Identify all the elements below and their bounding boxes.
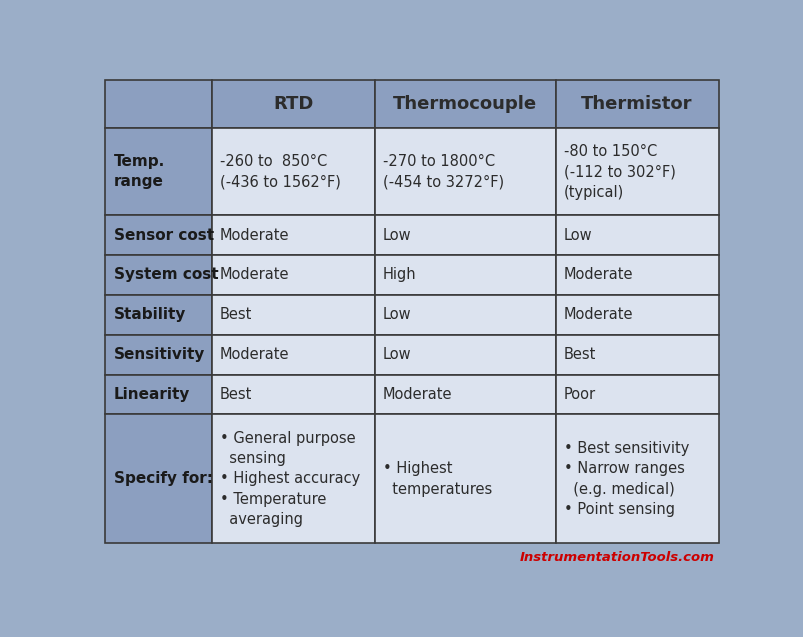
Text: Low: Low	[382, 227, 411, 243]
Bar	[555, 295, 718, 334]
Text: Poor: Poor	[563, 387, 595, 402]
Bar	[105, 295, 212, 334]
Bar	[555, 415, 718, 543]
Text: • Best sensitivity
• Narrow ranges
  (e.g. medical)
• Point sensing: • Best sensitivity • Narrow ranges (e.g.…	[563, 441, 688, 517]
Text: -260 to  850°C
(-436 to 1562°F): -260 to 850°C (-436 to 1562°F)	[220, 154, 340, 189]
Text: Moderate: Moderate	[563, 307, 633, 322]
Text: -80 to 150°C
(-112 to 302°F)
(typical): -80 to 150°C (-112 to 302°F) (typical)	[563, 144, 675, 199]
Text: Best: Best	[220, 387, 252, 402]
Text: Thermocouple: Thermocouple	[393, 96, 536, 113]
Bar	[374, 80, 555, 129]
Bar	[105, 215, 212, 255]
Text: Stability: Stability	[113, 307, 185, 322]
Text: InstrumentationTools.com: InstrumentationTools.com	[519, 551, 713, 564]
Bar	[105, 334, 212, 375]
Bar	[374, 215, 555, 255]
Bar	[374, 415, 555, 543]
Bar	[374, 375, 555, 415]
Bar	[212, 334, 374, 375]
Bar	[105, 415, 212, 543]
Text: Moderate: Moderate	[220, 347, 289, 362]
Bar	[374, 129, 555, 215]
Text: Thermistor: Thermistor	[581, 96, 692, 113]
Bar	[212, 129, 374, 215]
Text: Best: Best	[220, 307, 252, 322]
Bar	[555, 375, 718, 415]
Text: Temp.
range: Temp. range	[113, 154, 165, 189]
Text: Moderate: Moderate	[220, 268, 289, 282]
Text: Low: Low	[382, 347, 411, 362]
Bar	[105, 129, 212, 215]
Bar	[374, 334, 555, 375]
Bar	[212, 215, 374, 255]
Text: Linearity: Linearity	[113, 387, 190, 402]
Bar	[212, 295, 374, 334]
Text: Specify for:: Specify for:	[113, 471, 212, 487]
Bar	[212, 375, 374, 415]
Bar	[212, 255, 374, 295]
Text: Moderate: Moderate	[220, 227, 289, 243]
Text: High: High	[382, 268, 416, 282]
Text: Moderate: Moderate	[382, 387, 452, 402]
Bar	[555, 129, 718, 215]
Bar	[555, 334, 718, 375]
Text: Low: Low	[382, 307, 411, 322]
Bar	[555, 255, 718, 295]
Text: Best: Best	[563, 347, 595, 362]
Text: • General purpose
  sensing
• Highest accuracy
• Temperature
  averaging: • General purpose sensing • Highest accu…	[220, 431, 360, 527]
Text: • Highest
  temperatures: • Highest temperatures	[382, 461, 491, 497]
Bar	[105, 80, 212, 129]
Text: Low: Low	[563, 227, 592, 243]
Bar	[105, 375, 212, 415]
Text: Sensor cost: Sensor cost	[113, 227, 214, 243]
Bar	[555, 80, 718, 129]
Text: Moderate: Moderate	[563, 268, 633, 282]
Bar	[374, 255, 555, 295]
Text: Sensitivity: Sensitivity	[113, 347, 205, 362]
Bar	[555, 215, 718, 255]
Bar	[212, 80, 374, 129]
Bar	[374, 295, 555, 334]
Bar	[212, 415, 374, 543]
Text: -270 to 1800°C
(-454 to 3272°F): -270 to 1800°C (-454 to 3272°F)	[382, 154, 503, 189]
Bar	[105, 255, 212, 295]
Text: System cost: System cost	[113, 268, 218, 282]
Text: RTD: RTD	[273, 96, 313, 113]
